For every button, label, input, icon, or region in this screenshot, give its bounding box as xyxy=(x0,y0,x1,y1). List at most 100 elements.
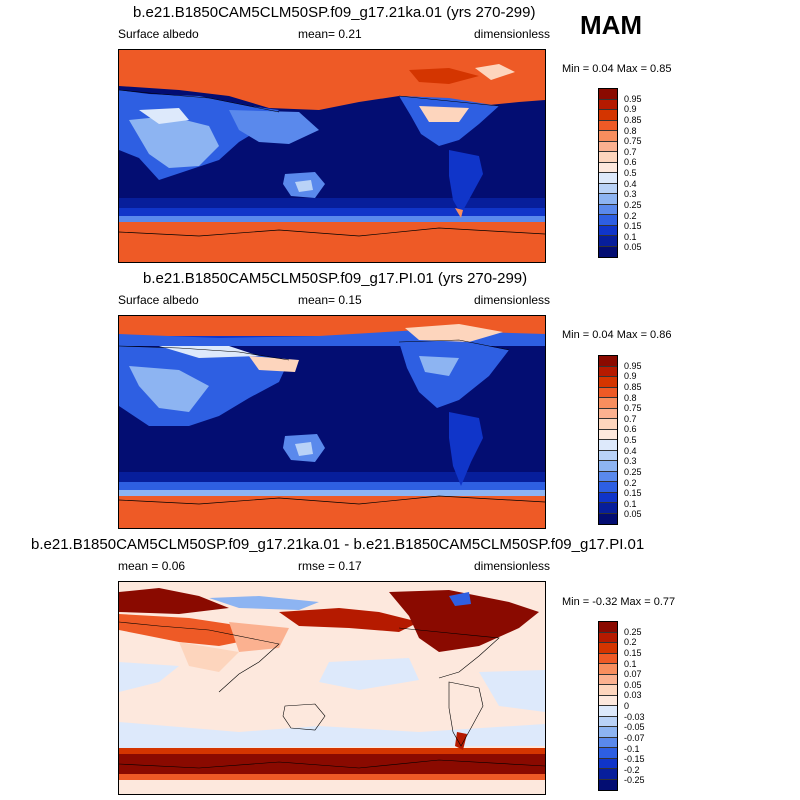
colorbar-segment xyxy=(599,120,617,131)
colorbar-tick-label: -0.2 xyxy=(624,764,640,775)
colorbar xyxy=(598,355,618,525)
colorbar-segment xyxy=(599,664,617,675)
colorbar-tick-label: 0.4 xyxy=(624,445,637,456)
colorbar-segment xyxy=(599,503,617,514)
colorbar-tick-label: 0.7 xyxy=(624,146,637,157)
colorbar-segment xyxy=(599,99,617,110)
colorbar-segment xyxy=(599,377,617,388)
colorbar-tick-label: 0.25 xyxy=(624,466,642,477)
colorbar-tick-label: 0.75 xyxy=(624,136,642,147)
colorbar-segment xyxy=(599,89,617,100)
colorbar-tick-label: 0.95 xyxy=(624,93,642,104)
colorbar-tick-label: 0.1 xyxy=(624,231,637,242)
colorbar-segment xyxy=(599,674,617,685)
colorbar-segment xyxy=(599,727,617,738)
colorbar-segment xyxy=(599,653,617,664)
colorbar-tick-label: -0.25 xyxy=(624,775,645,786)
panel-title: b.e21.B1850CAM5CLM50SP.f09_g17.PI.01 (yr… xyxy=(143,270,528,287)
colorbar-segment xyxy=(599,215,617,226)
colorbar-tick-label: 0.8 xyxy=(624,392,637,403)
colorbar-tick-label: 0.25 xyxy=(624,199,642,210)
colorbar-tick-label: 0.5 xyxy=(624,168,637,178)
colorbar-tick-label: 0.05 xyxy=(624,679,642,690)
colorbar-segment xyxy=(599,695,617,706)
variable-label: Surface albedo xyxy=(118,293,199,307)
colorbar-tick-label: 0.75 xyxy=(624,403,642,414)
colorbar-segment xyxy=(599,246,617,257)
colorbar-tick-label: 0.05 xyxy=(624,242,642,253)
colorbar-tick-label: 0.2 xyxy=(624,637,637,648)
colorbar-tick-label: 0.2 xyxy=(624,477,637,488)
colorbar-tick-label: 0.1 xyxy=(624,658,637,669)
colorbar-segment xyxy=(599,622,617,633)
units-label: dimensionless xyxy=(474,559,551,573)
albedo-map xyxy=(118,315,546,529)
colorbar-tick-label: 0.6 xyxy=(624,424,637,435)
colorbar-segment xyxy=(599,440,617,451)
colorbar-tick-label: 0.7 xyxy=(624,413,637,424)
map-field xyxy=(119,50,545,262)
colorbar-tick-label: 0.85 xyxy=(624,381,642,392)
colorbar-tick-label: 0.2 xyxy=(624,210,637,221)
colorbar-segment xyxy=(599,471,617,482)
colorbar-segment xyxy=(599,152,617,163)
colorbar-segment xyxy=(599,482,617,493)
colorbar-segment xyxy=(599,131,617,142)
colorbar-tick-label: 0.9 xyxy=(624,104,637,115)
colorbar-segment xyxy=(599,194,617,205)
colorbar-segment xyxy=(599,141,617,152)
colorbar-tick-label: 0.6 xyxy=(624,157,637,168)
colorbar-segment xyxy=(599,236,617,247)
panel-title: b.e21.B1850CAM5CLM50SP.f09_g17.21ka.01 (… xyxy=(133,4,536,21)
colorbar-segment xyxy=(599,356,617,367)
colorbar-segment xyxy=(599,110,617,121)
mean-label: mean = 0.06 xyxy=(118,559,186,573)
panel-title: b.e21.B1850CAM5CLM50SP.f09_g17.21ka.01 -… xyxy=(31,536,645,553)
colorbar-segment xyxy=(599,183,617,194)
colorbar-tick-label: -0.05 xyxy=(624,722,645,733)
colorbar-segment xyxy=(599,461,617,472)
colorbar-tick-label: 0.8 xyxy=(624,125,637,136)
colorbar-segment xyxy=(599,632,617,643)
colorbar-segment xyxy=(599,450,617,461)
colorbar-tick-label: 0.95 xyxy=(624,360,642,371)
units-label: dimensionless xyxy=(474,293,551,307)
difference-map xyxy=(118,581,546,795)
min-max-label: Min = -0.32 Max = 0.77 xyxy=(562,596,676,608)
season-label: MAM xyxy=(580,10,643,40)
colorbar-segment xyxy=(599,398,617,409)
min-max-label: Min = 0.04 Max = 0.85 xyxy=(562,63,672,75)
colorbar-segment xyxy=(599,737,617,748)
colorbar-segment xyxy=(599,419,617,430)
colorbar-segment xyxy=(599,173,617,184)
variable-label: Surface albedo xyxy=(118,27,199,41)
colorbar-tick-label: 0.4 xyxy=(624,178,637,189)
colorbar xyxy=(598,88,618,258)
colorbar-tick-label: 0.15 xyxy=(624,488,642,499)
colorbar-segment xyxy=(599,758,617,769)
colorbar-segment xyxy=(599,204,617,215)
mean-label: mean= 0.15 xyxy=(298,293,362,307)
mean-label: mean= 0.21 xyxy=(298,27,362,41)
colorbar-tick-label: -0.1 xyxy=(624,743,640,754)
colorbar-tick-label: 0 xyxy=(624,701,630,711)
colorbar-segment xyxy=(599,162,617,173)
colorbar-tick-label: 0.9 xyxy=(624,371,637,382)
colorbar-tick-label: 0.5 xyxy=(624,435,637,445)
colorbar-segment xyxy=(599,225,617,236)
colorbar-tick-label: 0.1 xyxy=(624,498,637,509)
colorbar-segment xyxy=(599,685,617,696)
albedo-map xyxy=(118,49,546,263)
colorbar-tick-label: 0.25 xyxy=(624,626,642,637)
colorbar-segment xyxy=(599,408,617,419)
colorbar-tick-label: 0.15 xyxy=(624,647,642,658)
colorbar-segment xyxy=(599,643,617,654)
colorbar-tick-label: -0.07 xyxy=(624,732,645,743)
colorbar-segment xyxy=(599,748,617,759)
rmse-label: rmse = 0.17 xyxy=(298,559,362,573)
colorbar-tick-label: 0.05 xyxy=(624,509,642,520)
colorbar-segment xyxy=(599,429,617,440)
colorbar-segment xyxy=(599,366,617,377)
colorbar-segment xyxy=(599,513,617,524)
colorbar-tick-label: 0.85 xyxy=(624,114,642,125)
